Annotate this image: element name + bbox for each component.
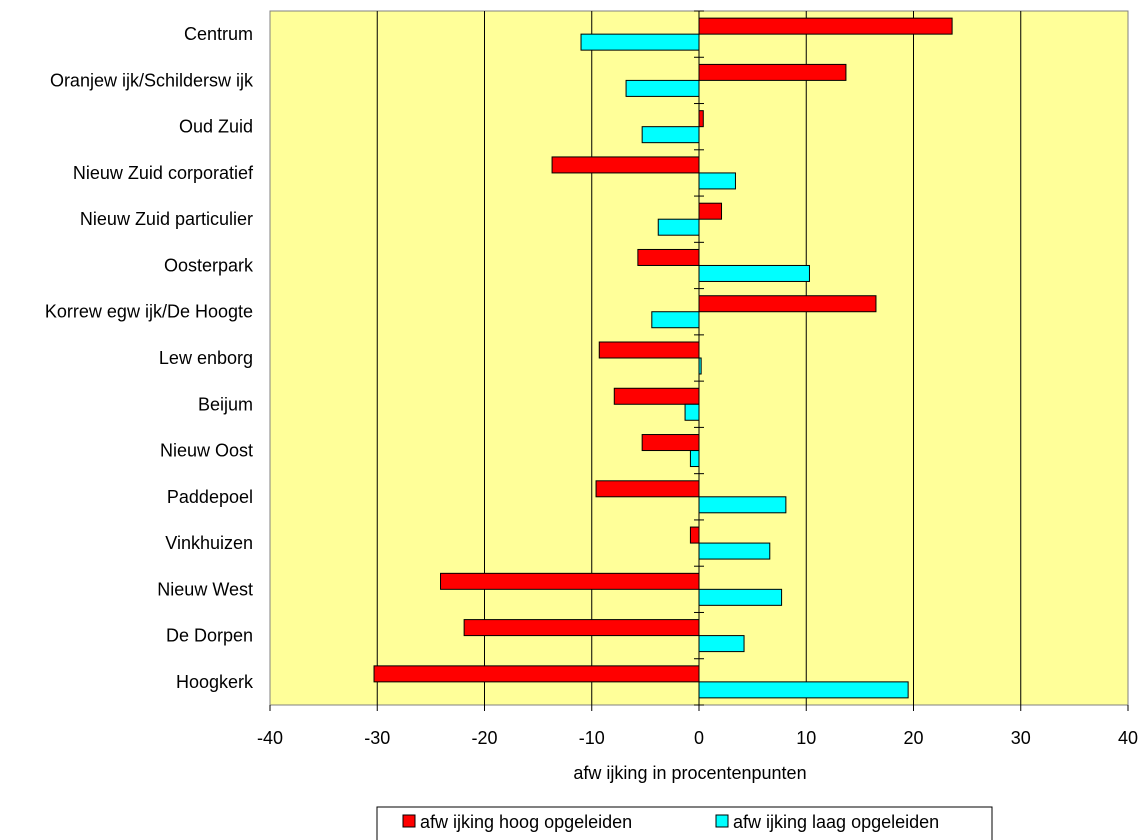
bar-hoog [641, 434, 700, 452]
x-tick-labels: -40 -30 -20 -10 0 10 20 30 40 [257, 728, 1138, 748]
category-labels: Centrum Oranjew ijk/Schildersw ijk Oud Zui… [45, 24, 254, 692]
bar-laag [657, 218, 700, 236]
category-label: Oosterpark [164, 255, 254, 275]
category-label: Oranjew ijk/Schildersw ijk [50, 70, 254, 90]
bar-laag [698, 496, 787, 514]
bar-hoog [598, 341, 700, 359]
bar-laag [698, 264, 810, 282]
x-tick-label: 30 [1011, 728, 1031, 748]
legend: afw ijking hoog opgeleiden afw ijking la… [376, 806, 993, 840]
legend-label-hoog: afw ijking hoog opgeleiden [420, 812, 632, 832]
category-label: Beijum [198, 394, 253, 414]
legend-box [376, 806, 993, 840]
bar-hoog [463, 619, 700, 637]
category-label: Korrew egw ijk/De Hoogte [45, 302, 253, 322]
category-label: Nieuw West [157, 579, 253, 599]
x-tick-label: -20 [471, 728, 497, 748]
bar-laag [698, 172, 736, 190]
x-tick-label: -40 [257, 728, 283, 748]
bar-laag [684, 403, 700, 421]
x-tick-label: -10 [579, 728, 605, 748]
category-label: Centrum [184, 24, 253, 44]
bar-hoog [440, 572, 700, 590]
bar-hoog [698, 110, 704, 128]
bar-hoog [698, 17, 953, 35]
category-label: Oud Zuid [179, 117, 253, 137]
x-tick-label: 10 [796, 728, 816, 748]
legend-label-laag: afw ijking laag opgeleiden [733, 812, 939, 832]
bar-laag [698, 635, 745, 653]
bar-hoog [698, 63, 847, 81]
bar-laag [580, 33, 700, 51]
x-axis-title: afw ijking in procentenpunten [573, 763, 806, 783]
bar-hoog [613, 387, 700, 405]
x-tick-label: 40 [1118, 728, 1138, 748]
legend-swatch-laag [715, 814, 729, 828]
bar-hoog [698, 295, 877, 313]
bar-laag [651, 311, 700, 329]
bar-laag [625, 79, 700, 97]
bar-laag [698, 542, 771, 560]
x-tick-label: -30 [364, 728, 390, 748]
bar-hoog [698, 202, 723, 220]
bar-hoog [551, 156, 700, 174]
legend-swatch-hoog [402, 814, 416, 828]
bar-laag [689, 450, 700, 468]
category-label: Nieuw Oost [160, 441, 253, 461]
bar-hoog [595, 480, 700, 498]
category-label: Hoogkerk [176, 672, 254, 692]
category-label: Nieuw Zuid corporatief [73, 163, 254, 183]
bar-laag [698, 681, 909, 699]
x-tick-label: 20 [903, 728, 923, 748]
bar-hoog [637, 248, 700, 266]
category-label: Nieuw Zuid particulier [80, 209, 253, 229]
category-label: Paddepoel [167, 487, 253, 507]
bars [373, 17, 953, 699]
bar-laag [641, 126, 700, 144]
bar-hoog [373, 665, 700, 683]
axes [269, 10, 1129, 711]
bar-laag [698, 588, 783, 606]
category-label: Lew enborg [159, 348, 253, 368]
category-label: Vinkhuizen [165, 533, 253, 553]
x-tick-label: 0 [694, 728, 704, 748]
category-label: De Dorpen [166, 626, 253, 646]
bar-hoog [689, 526, 700, 544]
